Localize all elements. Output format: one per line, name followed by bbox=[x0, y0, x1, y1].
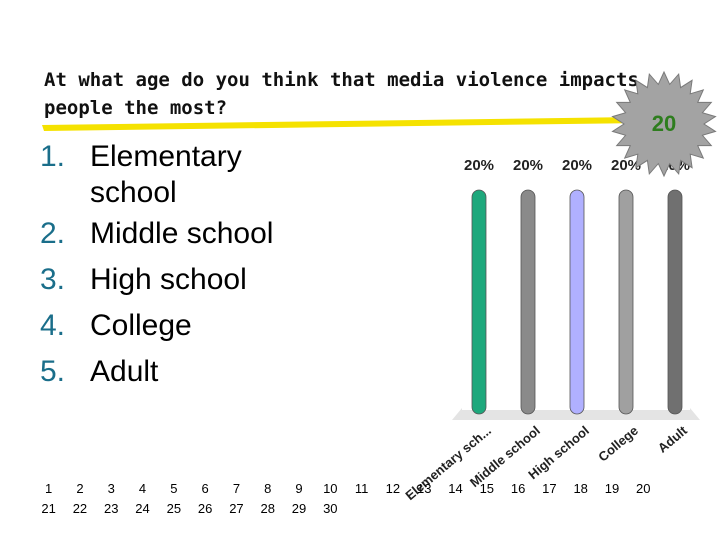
grid-cell: 9 bbox=[295, 480, 303, 496]
grid-cell: 6 bbox=[201, 480, 209, 496]
grid-cell: 18 bbox=[573, 480, 588, 496]
grid-cell: 4 bbox=[138, 480, 147, 496]
answer-item-4[interactable]: 4. College bbox=[40, 303, 275, 349]
answer-label: High school bbox=[90, 263, 247, 296]
grid-cell: 15 bbox=[479, 480, 495, 496]
timer-value: 20 bbox=[652, 111, 676, 136]
answer-label: Elementary school bbox=[90, 140, 242, 209]
grid-cell: 5 bbox=[170, 480, 178, 496]
grid-cell: 12 bbox=[385, 480, 401, 496]
bar-value-label: 20% bbox=[513, 157, 543, 174]
answer-number: 5. bbox=[40, 355, 66, 388]
grid-cell: 22 bbox=[72, 500, 88, 516]
answer-list: 1. Elementary school 2. Middle school 3.… bbox=[40, 134, 275, 395]
bar-value-label: 20% bbox=[611, 157, 641, 174]
bar-value-label: 20% bbox=[464, 157, 494, 174]
chart-bar bbox=[520, 189, 536, 415]
grid-cell: 10 bbox=[323, 480, 338, 496]
grid-cell bbox=[471, 498, 502, 518]
grid-cell: 14 bbox=[448, 480, 463, 496]
grid-cell: 13 bbox=[416, 480, 432, 496]
grid-cell: 8 bbox=[264, 480, 272, 496]
grid-row: 1 2 3 4 5 6 7 8 9 10 11 12 13 14 15 16 17 18 19 20 bbox=[33, 478, 659, 498]
grid-cell bbox=[377, 498, 408, 518]
grid-cell bbox=[534, 498, 565, 518]
underline-stroke bbox=[42, 117, 642, 131]
answer-item-1[interactable]: 1. Elementary school bbox=[40, 134, 275, 211]
grid-cell: 23 bbox=[104, 500, 119, 516]
grid-cell: 20 bbox=[636, 480, 651, 496]
grid-cell: 24 bbox=[135, 500, 150, 516]
answer-label: College bbox=[90, 309, 192, 342]
grid-cell bbox=[628, 498, 659, 518]
answer-number: 2. bbox=[40, 217, 66, 250]
answer-label: Middle school bbox=[90, 217, 274, 250]
grid-cell bbox=[440, 498, 471, 518]
grid-cell bbox=[409, 498, 440, 518]
chart-bar bbox=[471, 189, 487, 415]
grid-cell: 16 bbox=[510, 480, 526, 496]
grid-cell: 26 bbox=[197, 500, 213, 516]
grid-cell: 30 bbox=[323, 500, 338, 516]
grid-cell: 25 bbox=[166, 500, 182, 516]
question-title: At what age do you think that media viol… bbox=[44, 69, 639, 119]
answer-item-5[interactable]: 5. Adult bbox=[40, 349, 275, 395]
timer-starburst bbox=[611, 70, 717, 178]
answer-item-3[interactable]: 3. High school bbox=[40, 257, 275, 303]
grid-cell: 27 bbox=[229, 500, 244, 516]
response-grid: 1 2 3 4 5 6 7 8 9 10 11 12 13 14 15 16 17 18 19 20 21 22 23 24 2… bbox=[33, 478, 659, 518]
chart-bar bbox=[569, 189, 585, 415]
chart-bar bbox=[618, 189, 634, 415]
grid-cell: 17 bbox=[542, 480, 557, 496]
grid-row: 21 22 23 24 25 26 27 28 29 30 bbox=[33, 498, 659, 518]
grid-cell bbox=[565, 498, 596, 518]
answer-number: 3. bbox=[40, 263, 66, 296]
answer-number: 1. bbox=[40, 140, 66, 173]
grid-cell bbox=[346, 498, 377, 518]
grid-cell: 11 bbox=[354, 480, 369, 496]
answer-item-2[interactable]: 2. Middle school bbox=[40, 211, 275, 257]
answer-label: Adult bbox=[90, 355, 159, 388]
grid-cell: 29 bbox=[291, 500, 307, 516]
bar-value-label: 20% bbox=[562, 157, 592, 174]
grid-cell: 21 bbox=[41, 500, 56, 516]
grid-cell bbox=[502, 498, 533, 518]
grid-cell: 19 bbox=[604, 480, 620, 496]
answer-number: 4. bbox=[40, 309, 66, 342]
chart-bar bbox=[667, 189, 683, 415]
grid-cell: 28 bbox=[260, 500, 275, 516]
grid-cell: 2 bbox=[76, 480, 84, 496]
grid-cell: 1 bbox=[45, 480, 53, 496]
grid-cell: 7 bbox=[232, 480, 241, 496]
grid-cell: 3 bbox=[107, 480, 115, 496]
grid-cell bbox=[596, 498, 627, 518]
